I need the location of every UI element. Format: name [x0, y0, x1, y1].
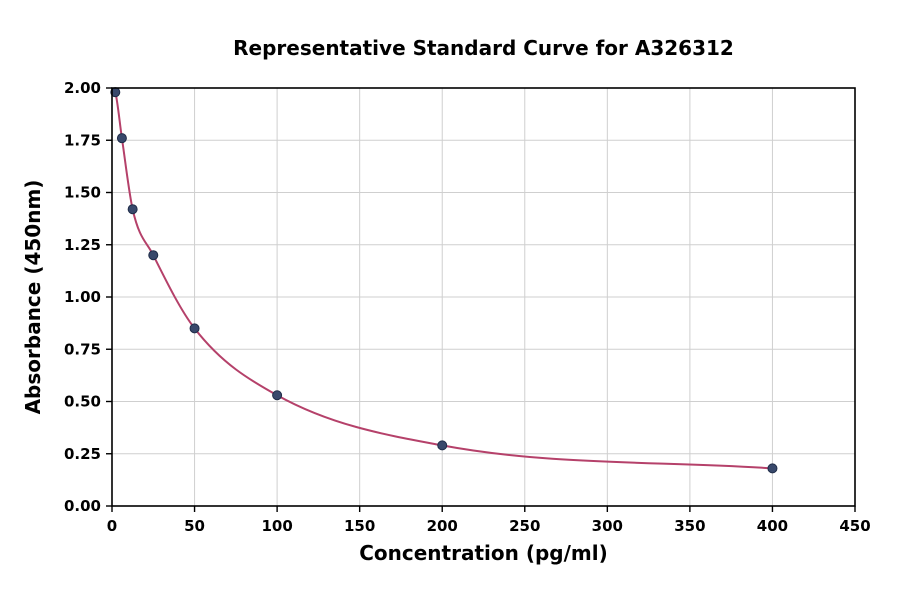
y-tick-label: 0.00: [64, 497, 101, 515]
y-tick-label: 1.75: [64, 131, 101, 149]
y-tick-label: 1.25: [64, 236, 101, 254]
chart-title: Representative Standard Curve for A32631…: [233, 36, 734, 60]
data-point: [189, 323, 200, 334]
y-tick-label: 0.50: [64, 393, 101, 411]
x-tick-label: 300: [592, 517, 623, 535]
data-point: [437, 440, 448, 451]
x-tick-label: 100: [261, 517, 292, 535]
x-tick-label: 50: [184, 517, 205, 535]
x-axis-label: Concentration (pg/ml): [359, 541, 608, 565]
y-tick-label: 2.00: [64, 79, 101, 97]
data-point: [127, 204, 138, 215]
y-axis-label: Absorbance (450nm): [21, 179, 45, 415]
x-tick-label: 250: [509, 517, 540, 535]
data-point: [272, 390, 283, 401]
x-tick-label: 0: [107, 517, 117, 535]
x-tick-label: 150: [344, 517, 375, 535]
x-tick-label: 350: [674, 517, 705, 535]
y-tick-label: 0.25: [64, 445, 101, 463]
data-point: [116, 133, 127, 144]
x-tick-label: 200: [427, 517, 458, 535]
data-point: [767, 463, 778, 474]
y-tick-label: 1.00: [64, 288, 101, 306]
data-point: [148, 250, 159, 261]
y-tick-label: 1.50: [64, 184, 101, 202]
x-tick-label: 400: [757, 517, 788, 535]
x-tick-label: 450: [839, 517, 870, 535]
y-tick-label: 0.75: [64, 340, 101, 358]
